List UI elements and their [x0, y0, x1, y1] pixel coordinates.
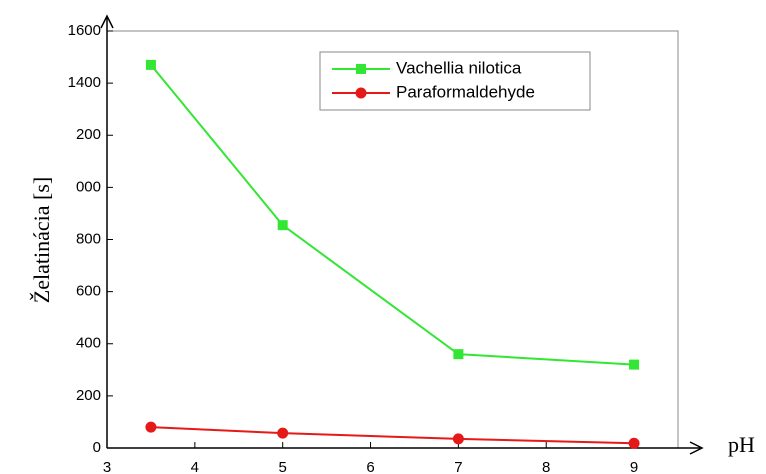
legend-label: Vachellia nilotica	[396, 58, 522, 77]
legend-marker	[355, 87, 367, 99]
y-tick-label: 400	[76, 335, 101, 352]
y-tick-label: 1400	[68, 74, 101, 91]
y-tick-label: 200	[76, 387, 101, 404]
x-tick-label: 9	[630, 459, 638, 474]
x-tick-label: 4	[191, 459, 199, 474]
x-tick-label: 8	[542, 459, 550, 474]
y-tick-label: 000	[76, 178, 101, 195]
data-point	[277, 220, 288, 231]
y-axis-label: Želatinácia [s]	[29, 177, 54, 303]
data-point	[452, 433, 464, 445]
y-tick-label: 1600	[68, 22, 101, 39]
x-tick-label: 5	[279, 459, 287, 474]
x-tick-label: 3	[103, 459, 111, 474]
data-point	[145, 59, 156, 70]
y-arrow	[100, 14, 114, 29]
data-point	[453, 349, 464, 360]
y-tick-label: 200	[76, 126, 101, 143]
y-tick-label: 800	[76, 230, 101, 247]
legend-marker	[356, 64, 366, 74]
data-point	[145, 421, 157, 433]
data-point	[277, 427, 289, 439]
x-tick-label: 7	[454, 459, 462, 474]
series-line	[150, 64, 635, 366]
series-line	[150, 426, 635, 445]
data-point	[628, 437, 640, 449]
legend-label: Paraformaldehyde	[396, 82, 535, 101]
legend	[319, 51, 591, 111]
data-point	[629, 359, 640, 370]
x-axis-label: pH	[728, 432, 755, 457]
x-arrow	[689, 441, 704, 455]
y-tick-label: 600	[76, 283, 101, 300]
x-tick-label: 6	[366, 459, 374, 474]
y-tick-label: 0	[93, 439, 101, 456]
